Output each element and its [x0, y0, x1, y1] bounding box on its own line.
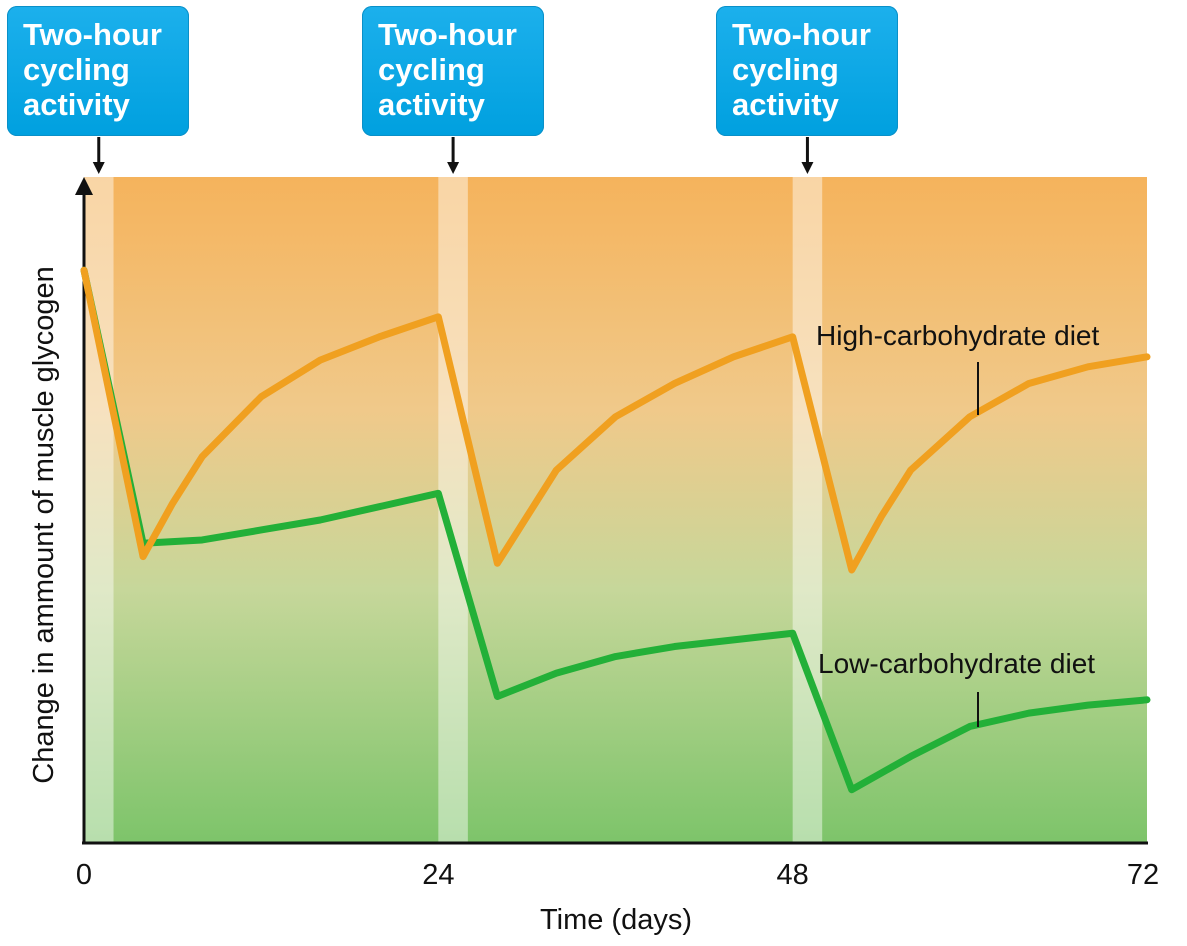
high-carb-label: High-carbohydrate diet [816, 320, 1099, 351]
callout-arrow-head [92, 162, 105, 174]
callout-arrow-head [801, 162, 814, 174]
callout-line: Two-hour [23, 17, 162, 52]
callout-arrows [92, 137, 814, 174]
callout-cycling-activity-1: Two-hour cycling activity [7, 6, 189, 136]
high-carb-series-line [80, 266, 1151, 574]
callout-cycling-activity-3: Two-hour cycling activity [716, 6, 898, 136]
x-axis-label: Time (days) [540, 904, 692, 936]
callout-line: activity [378, 87, 485, 122]
y-axis-label: Change in ammount of muscle glycogen [28, 266, 60, 783]
low-carb-series-line [80, 266, 1151, 794]
x-tick-labels: 0 24 48 72 [76, 859, 1159, 891]
x-tick-label: 72 [1127, 859, 1159, 891]
callout-arrow-head [447, 162, 460, 174]
activity-band [792, 177, 823, 843]
callout-line: Two-hour [732, 17, 871, 52]
x-tick-label: 24 [422, 859, 454, 891]
x-tick-label: 0 [76, 859, 92, 891]
x-tick-label: 48 [777, 859, 809, 891]
plot-background [84, 177, 1147, 843]
callout-line: activity [732, 87, 839, 122]
callout-line: cycling [732, 52, 839, 87]
callout-line: Two-hour [378, 17, 517, 52]
callout-line: activity [23, 87, 130, 122]
callout-line: cycling [23, 52, 130, 87]
callout-cycling-activity-2: Two-hour cycling activity [362, 6, 544, 136]
callout-line: cycling [378, 52, 485, 87]
series-lines [80, 266, 1151, 794]
low-carb-label: Low-carbohydrate diet [818, 648, 1095, 679]
